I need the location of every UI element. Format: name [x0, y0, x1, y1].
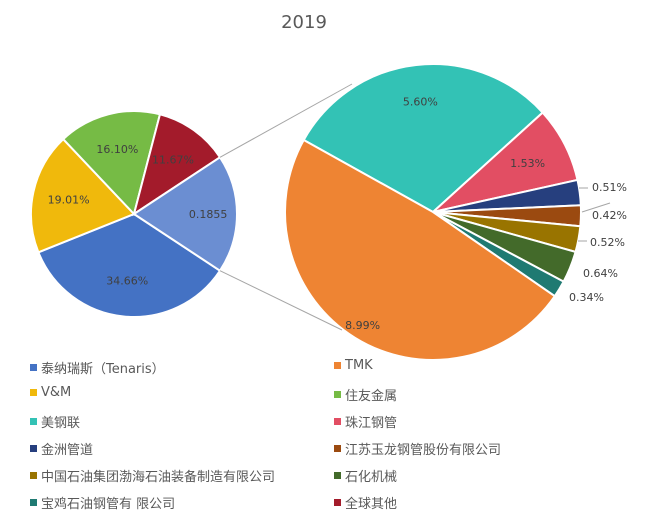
secondary-data-label: 8.99%: [345, 319, 380, 332]
legend-entry: 珠江钢管: [334, 412, 397, 431]
primary-slice[interactable]: [132, 155, 238, 273]
legend-swatch: [30, 472, 37, 479]
legend-label: 宝鸡石油钢管有 限公司: [41, 497, 176, 512]
legend-entry: 住友金属: [334, 385, 397, 404]
legend-label: 中国石油集团渤海石油装备制造有限公司: [41, 470, 276, 485]
primary-data-label: 16.10%: [96, 143, 138, 156]
legend-label: 珠江钢管: [345, 416, 398, 431]
connector-line: [219, 270, 343, 331]
legend-entry: 金洲管道: [30, 439, 93, 458]
primary-data-label: 0.1855: [189, 208, 228, 221]
legend-swatch: [334, 391, 341, 398]
secondary-data-label: 0.42%: [592, 209, 627, 222]
legend-label: 泰纳瑞斯（Tenaris）: [41, 362, 165, 377]
legend-label: 美钢联: [41, 416, 81, 431]
legend-entry: 美钢联: [30, 412, 80, 431]
secondary-data-label: 0.34%: [569, 291, 604, 304]
primary-data-label: 34.66%: [106, 275, 148, 288]
secondary-slice[interactable]: [302, 63, 545, 214]
legend-swatch: [334, 499, 341, 506]
legend-entry: 江苏玉龙钢管股份有限公司: [334, 439, 501, 458]
primary-slice[interactable]: [30, 137, 136, 254]
secondary-data-label: 1.53%: [510, 157, 545, 170]
primary-slice[interactable]: [37, 212, 222, 318]
primary-data-label: 11.67%: [152, 154, 194, 167]
legend-label: 全球其他: [345, 497, 398, 512]
legend-entry: 中国石油集团渤海石油装备制造有限公司: [30, 466, 275, 485]
legend-swatch: [30, 364, 37, 371]
chart-title: 2019: [281, 12, 327, 33]
primary-slice[interactable]: [61, 110, 162, 216]
legend-label: 住友金属: [345, 389, 398, 404]
connector-line: [219, 83, 353, 158]
secondary-slice[interactable]: [284, 138, 557, 361]
legend-entry: 泰纳瑞斯（Tenaris）: [30, 358, 165, 377]
legend-label: 金洲管道: [41, 443, 94, 458]
legend-swatch: [30, 499, 37, 506]
legend-label: 石化机械: [345, 470, 398, 485]
legend-label: V&M: [41, 385, 72, 400]
secondary-data-label: 0.64%: [583, 267, 618, 280]
primary-slice[interactable]: [132, 113, 222, 217]
legend-swatch: [30, 389, 37, 396]
legend-entry: 全球其他: [334, 493, 397, 512]
legend-swatch: [334, 472, 341, 479]
legend-swatch: [334, 362, 341, 369]
secondary-data-label: 0.52%: [590, 236, 625, 249]
legend-entry: V&M: [30, 385, 71, 400]
legend-label: 江苏玉龙钢管股份有限公司: [345, 443, 502, 458]
leader-line: [581, 202, 611, 213]
legend-entry: 宝鸡石油钢管有 限公司: [30, 493, 175, 512]
secondary-data-label: 0.51%: [592, 181, 627, 194]
primary-data-label: 19.01%: [48, 194, 90, 207]
legend-entry: 石化机械: [334, 466, 397, 485]
legend-swatch: [30, 418, 37, 425]
legend-label: TMK: [345, 358, 373, 373]
legend-swatch: [30, 445, 37, 452]
secondary-data-label: 5.60%: [403, 96, 438, 109]
legend-swatch: [334, 418, 341, 425]
legend-entry: TMK: [334, 358, 373, 373]
legend-swatch: [334, 445, 341, 452]
